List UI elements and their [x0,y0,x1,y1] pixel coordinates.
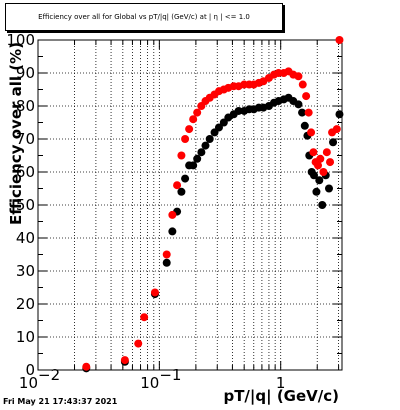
footer-timestamp: Fri May 21 17:43:37 2021 [3,397,118,406]
chart-title: Efficiency over all for Global vs pT/|q|… [38,13,250,21]
title-box: Efficiency over all for Global vs pT/|q|… [5,3,283,31]
data-point [332,125,341,134]
y-tick-label: 10 [16,328,35,346]
data-point [329,138,338,147]
data-point [189,161,198,170]
data-point [168,227,177,236]
data-point [300,121,309,130]
data-point [189,115,198,124]
data-point [309,148,318,157]
data-point [335,110,344,119]
axis-ticks [37,39,342,371]
data-point [185,125,194,134]
x-tick-label-exponent: −2 [38,366,60,384]
data-point [307,128,316,137]
x-axis-label: pT/|q| (GeV/c) [223,387,339,406]
x-tick-label-exponent: −1 [159,366,181,384]
data-point [193,108,202,117]
y-tick-label: 40 [16,229,35,247]
data-point [294,100,303,109]
y-tick-label: 60 [16,163,35,181]
data-point [304,108,313,117]
y-tick-label: 30 [16,262,35,280]
data-point [326,158,335,167]
x-tick-label: 10 [19,374,38,392]
series-red [82,36,344,371]
y-tick-label: 20 [16,295,35,313]
data-point [319,168,328,176]
data-point [312,187,321,196]
data-point [168,210,177,219]
x-tick-label: 1 [276,374,286,392]
data-point [294,72,303,81]
series-black [82,93,344,373]
data-point [309,171,318,180]
y-tick-label: 70 [16,130,35,148]
data-point [173,181,182,190]
data-point [298,80,307,89]
y-tick-label: 0 [25,361,35,379]
data-point [181,135,190,143]
y-tick-label: 50 [16,196,35,214]
data-point [298,108,307,117]
data-point [134,339,143,348]
data-point [234,106,243,115]
data-point [318,201,327,209]
data-point [314,161,323,170]
data-point [322,148,331,157]
data-point [316,154,325,163]
data-point [162,258,171,267]
data-point [120,356,129,365]
y-tick-label: 90 [16,64,35,82]
data-point [150,288,159,297]
y-axis-label: Efficiency over all (%) [7,42,25,225]
data-point [82,362,91,371]
data-point [205,135,214,143]
data-point [177,151,186,160]
y-tick-label: 80 [16,97,35,115]
data-point [193,154,202,163]
data-point [302,92,311,101]
data-point [324,184,333,193]
data-point [177,187,186,196]
data-point [201,141,210,150]
data-point [197,148,206,157]
data-point [181,174,190,183]
x-tick-label: 10 [140,374,159,392]
data-point [214,123,223,132]
data-point [315,176,324,185]
data-point [162,250,171,259]
data-point [335,36,344,44]
y-tick-label: 100 [6,31,35,49]
data-point [140,313,149,322]
